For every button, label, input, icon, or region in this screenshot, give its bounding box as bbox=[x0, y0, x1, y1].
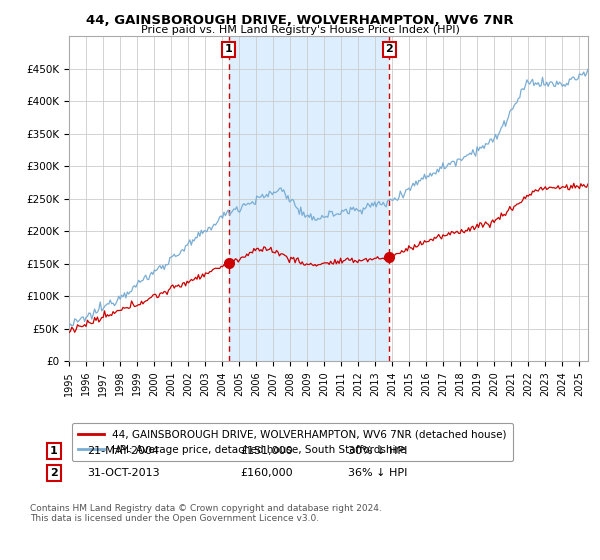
Text: Price paid vs. HM Land Registry's House Price Index (HPI): Price paid vs. HM Land Registry's House … bbox=[140, 25, 460, 35]
Legend: 44, GAINSBOROUGH DRIVE, WOLVERHAMPTON, WV6 7NR (detached house), HPI: Average pr: 44, GAINSBOROUGH DRIVE, WOLVERHAMPTON, W… bbox=[71, 423, 513, 461]
Text: £160,000: £160,000 bbox=[240, 468, 293, 478]
Text: 31-OCT-2013: 31-OCT-2013 bbox=[87, 468, 160, 478]
Text: 2: 2 bbox=[50, 468, 58, 478]
Text: 36% ↓ HPI: 36% ↓ HPI bbox=[348, 468, 407, 478]
Text: 1: 1 bbox=[50, 446, 58, 456]
Text: 30% ↓ HPI: 30% ↓ HPI bbox=[348, 446, 407, 456]
Text: £151,000: £151,000 bbox=[240, 446, 293, 456]
Text: 2: 2 bbox=[386, 44, 393, 54]
Text: 44, GAINSBOROUGH DRIVE, WOLVERHAMPTON, WV6 7NR: 44, GAINSBOROUGH DRIVE, WOLVERHAMPTON, W… bbox=[86, 14, 514, 27]
Text: Contains HM Land Registry data © Crown copyright and database right 2024.
This d: Contains HM Land Registry data © Crown c… bbox=[30, 504, 382, 524]
Bar bbox=[229, 36, 389, 361]
Text: 21-MAY-2004: 21-MAY-2004 bbox=[87, 446, 159, 456]
Text: 1: 1 bbox=[225, 44, 232, 54]
